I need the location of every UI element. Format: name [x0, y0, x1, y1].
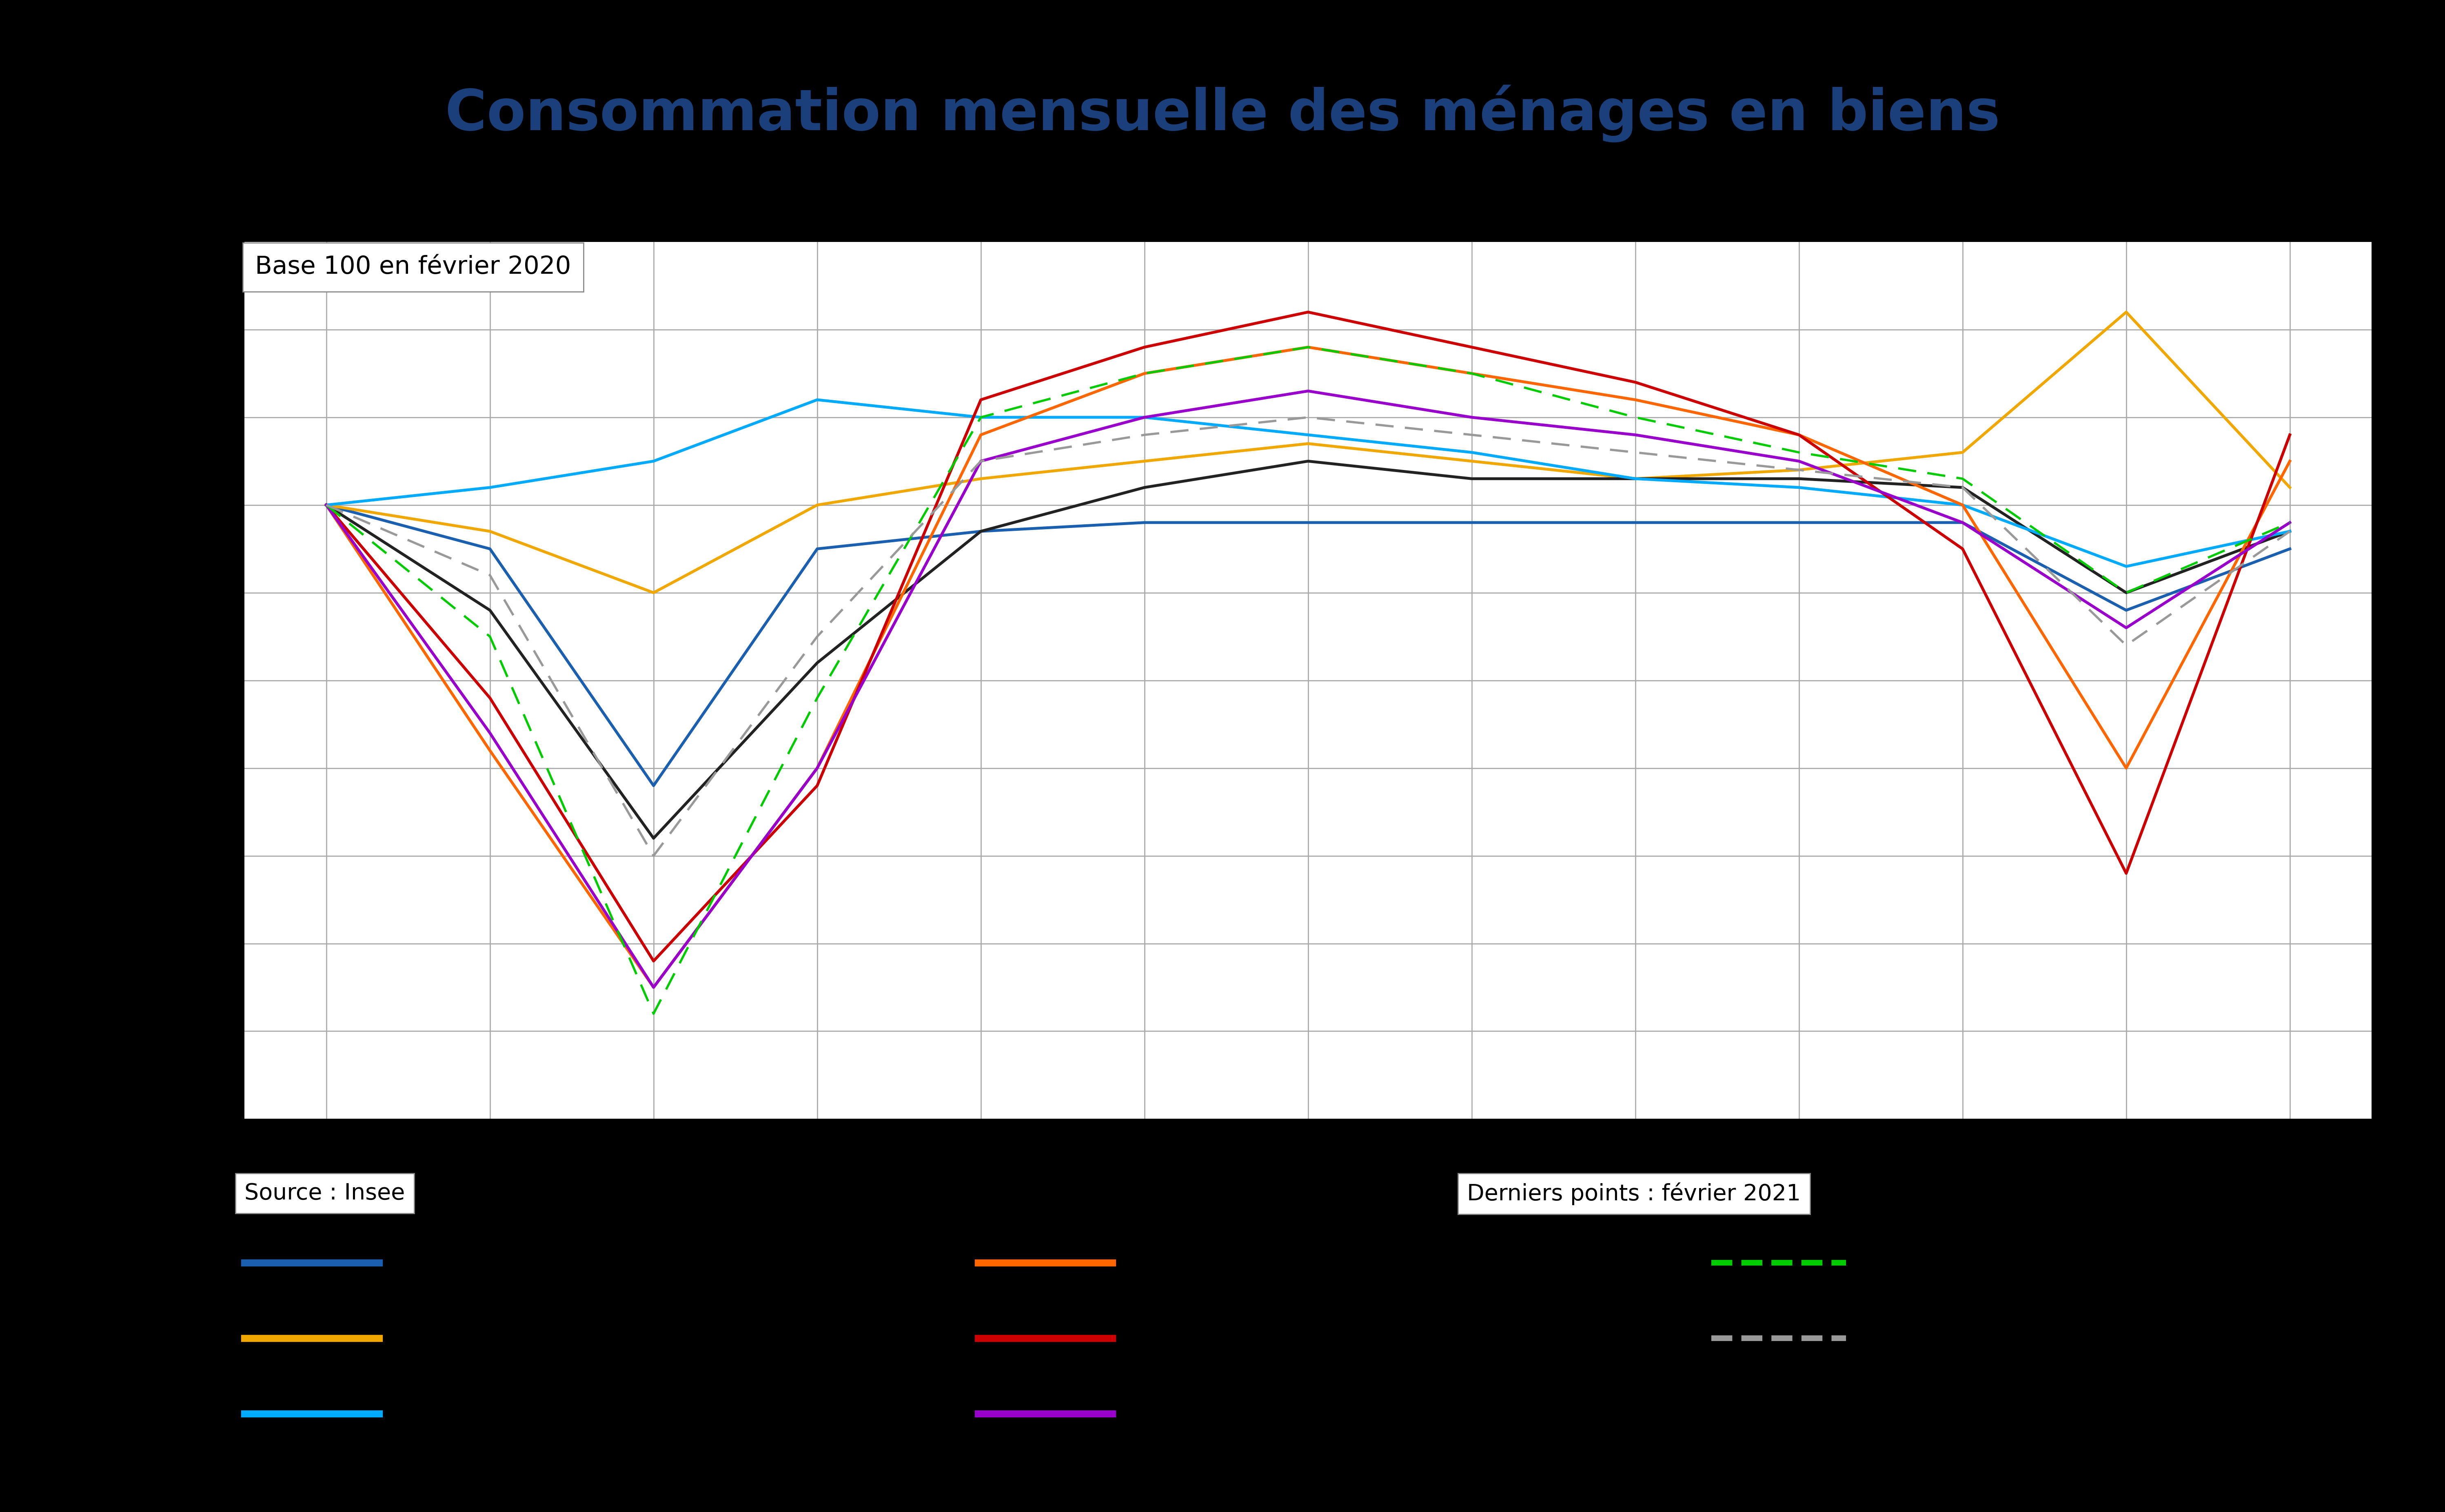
Text: Derniers points : février 2021: Derniers points : février 2021	[1467, 1182, 1802, 1205]
Text: Base 100 en février 2020: Base 100 en février 2020	[254, 256, 572, 280]
Text: Consommation mensuelle des ménages en biens: Consommation mensuelle des ménages en bi…	[445, 85, 2000, 142]
Text: Source : Insee: Source : Insee	[245, 1182, 406, 1205]
